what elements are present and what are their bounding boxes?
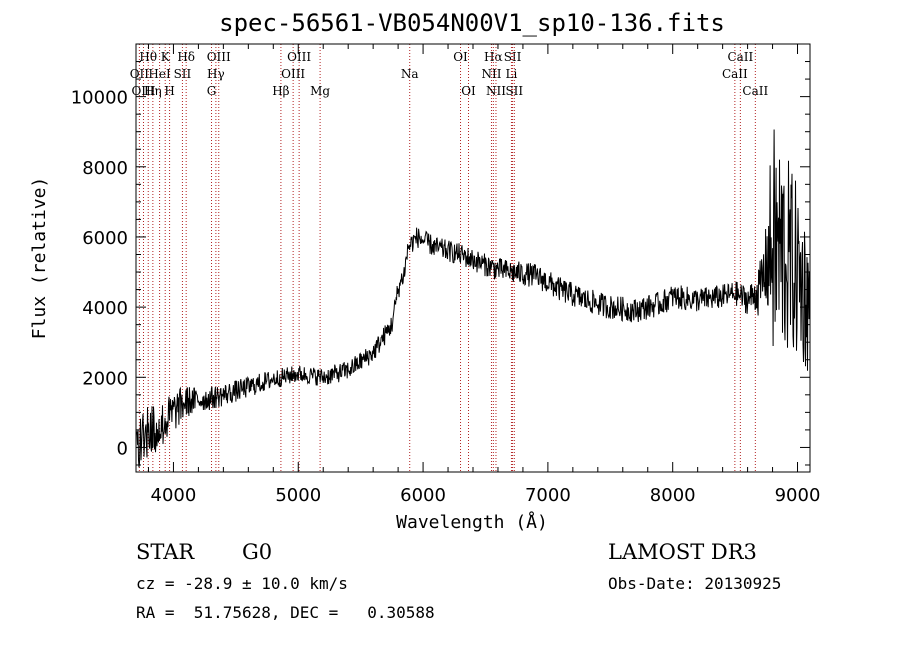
line-label-20: NII (481, 67, 501, 81)
line-label-19: Hα (484, 50, 503, 64)
line-label-22: SII (504, 50, 522, 64)
line-label-8: Hδ (177, 50, 195, 64)
x-tick-label: 5000 (275, 485, 321, 506)
x-tick-label: 7000 (525, 485, 571, 506)
line-label-1: OII (130, 67, 150, 81)
coordinates: RA = 51.75628, DEC = 0.30588 (136, 603, 435, 622)
line-label-11: G (207, 84, 217, 98)
x-axis: 4000 5000 6000 7000 8000 9000 (147, 44, 821, 506)
y-axis-label: Flux (relative) (29, 177, 50, 340)
x-tick-label: 4000 (151, 485, 197, 506)
y-tick-label: 2000 (82, 368, 128, 389)
obs-date: Obs-Date: 20130925 (608, 574, 782, 593)
line-label-14: OIII (281, 67, 305, 81)
line-label-2: OIII (131, 84, 155, 98)
redshift-readout: cz = -28.9 ± 10.0 km/s (136, 574, 348, 593)
line-label-27: CaII (742, 84, 768, 98)
x-axis-label: Wavelength (Å) (396, 511, 548, 533)
line-label-10: Hγ (207, 67, 225, 81)
y-axis: 0 2000 4000 6000 8000 10000 (71, 43, 810, 466)
line-label-18: OI (461, 84, 476, 98)
line-label-21: NII (486, 84, 506, 98)
survey-name: LAMOST DR3 (608, 540, 757, 564)
line-label-9: OIII (207, 50, 231, 64)
x-tick-label: 9000 (775, 485, 821, 506)
line-label-25: CaII (727, 50, 753, 64)
spectrum-trace (135, 129, 811, 468)
line-label-5: K (161, 50, 171, 64)
chart-title: spec-56561-VB054N00V1_sp10-136.fits (219, 9, 725, 37)
y-tick-label: 10000 (71, 88, 128, 109)
object-subclass: G0 (242, 540, 273, 564)
y-tick-label: 0 (117, 438, 128, 459)
y-tick-label: 8000 (82, 158, 128, 179)
line-label-6: H (164, 84, 174, 98)
y-tick-label: 6000 (82, 228, 128, 249)
line-label-24: SII (505, 84, 523, 98)
line-label-23: Li (506, 67, 518, 81)
x-tick-label: 8000 (650, 485, 696, 506)
y-tick-label: 4000 (82, 298, 128, 319)
line-label-15: Mg (310, 84, 330, 98)
object-class: STAR (136, 540, 195, 564)
line-label-13: OIII (287, 50, 311, 64)
line-label-12: Hβ (272, 84, 289, 98)
line-label-7: SII (174, 67, 192, 81)
line-label-3: Hη (144, 84, 162, 98)
line-label-26: CaII (722, 67, 748, 81)
x-tick-label: 6000 (400, 485, 446, 506)
line-label-4: HeI (148, 67, 171, 81)
line-label-0: Hθ (139, 50, 157, 64)
spectrum-layer (135, 129, 811, 468)
line-label-17: OI (453, 50, 468, 64)
line-label-16: Na (401, 67, 419, 81)
